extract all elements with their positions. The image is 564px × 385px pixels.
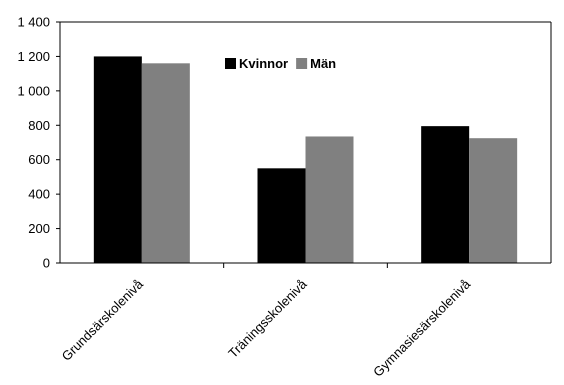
y-tick-label: 800 [28, 118, 50, 133]
bar-män-0 [142, 63, 190, 263]
x-category-label: Grundsärskolenivå [59, 276, 147, 364]
y-tick-label: 0 [43, 256, 50, 271]
y-tick-label: 600 [28, 152, 50, 167]
y-axis: 0 200 400 600 800 1 000 1 200 1 400 [17, 15, 60, 271]
legend-swatch-kvinnor [225, 58, 236, 69]
y-tick-label: 400 [28, 187, 50, 202]
legend-label-kvinnor: Kvinnor [239, 56, 288, 71]
x-category-label: Träningsskolenivå [225, 276, 310, 361]
bar-män-2 [469, 138, 517, 263]
y-tick-label: 200 [28, 221, 50, 236]
bar-män-1 [306, 136, 354, 263]
legend-swatch-män [296, 58, 307, 69]
bar-kvinnor-2 [421, 126, 469, 263]
y-tick-label: 1 000 [17, 83, 50, 98]
legend-label-män: Män [310, 56, 336, 71]
y-tick-label: 1 400 [17, 15, 50, 30]
x-axis: Grundsärskolenivå Träningsskolenivå Gymnas… [59, 263, 551, 380]
y-tick-label: 1 200 [17, 49, 50, 64]
legend: Kvinnor Män [225, 56, 336, 71]
x-category-label: Gymnasiesärskolenivå [370, 276, 474, 380]
bar-kvinnor-0 [94, 56, 142, 263]
bar-kvinnor-1 [258, 168, 306, 263]
